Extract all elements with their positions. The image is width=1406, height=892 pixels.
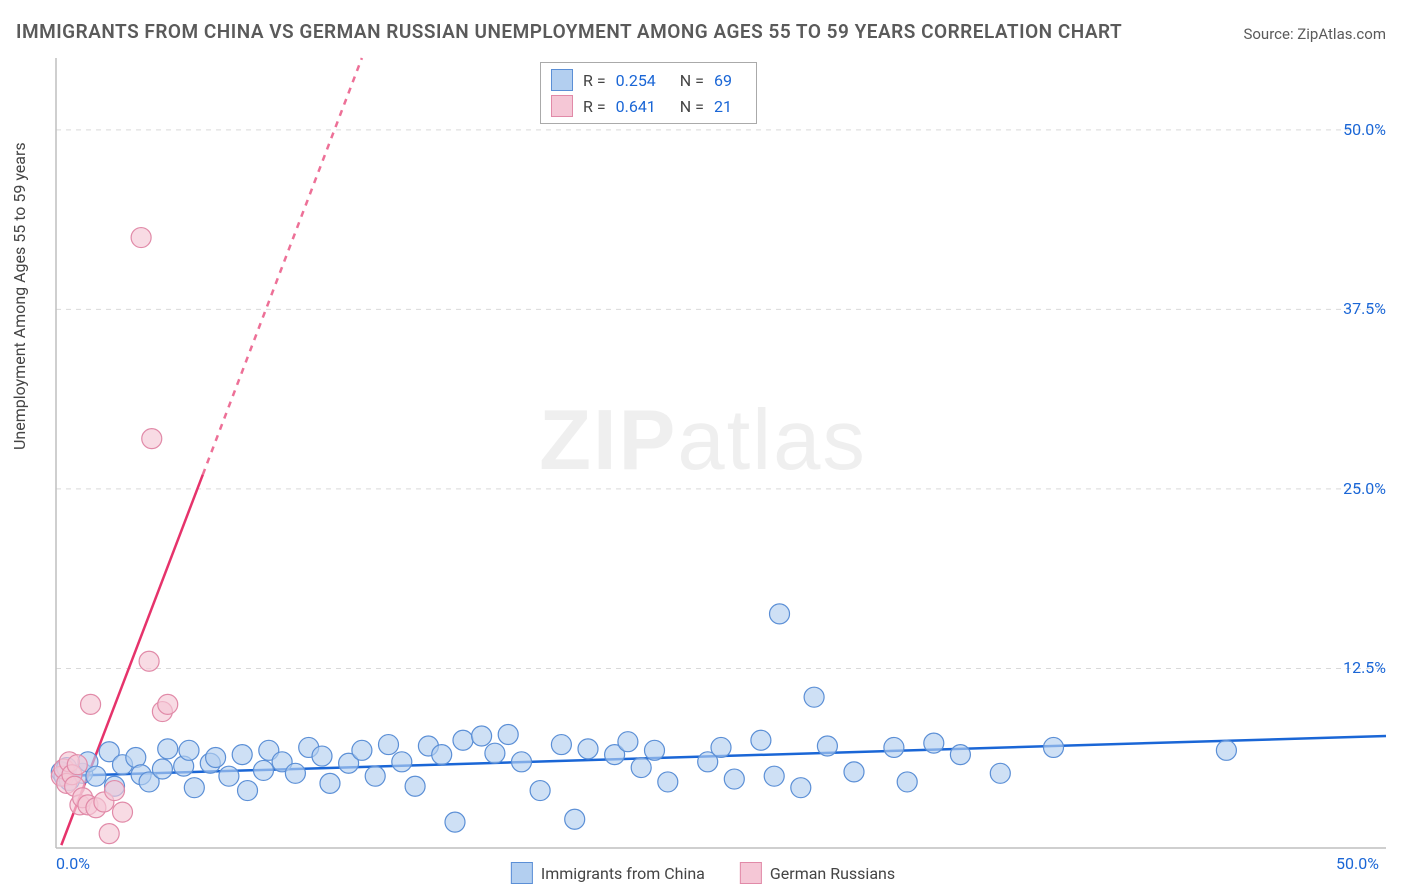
scatter-chart	[0, 0, 1406, 892]
x-tick-label: 50.0%	[1336, 854, 1379, 873]
legend-item-china: Immigrants from China	[511, 862, 705, 884]
y-tick-label: 25.0%	[1343, 479, 1386, 498]
y-tick-label: 37.5%	[1343, 299, 1386, 318]
series-legend: Immigrants from China German Russians	[511, 862, 895, 884]
correlation-legend: R =0.254 N =69 R =0.641 N =21	[540, 62, 757, 124]
legend-item-german-russians: German Russians	[740, 862, 895, 884]
x-tick-label: 0.0%	[56, 854, 90, 873]
y-tick-label: 12.5%	[1343, 658, 1386, 677]
y-tick-label: 50.0%	[1343, 120, 1386, 139]
